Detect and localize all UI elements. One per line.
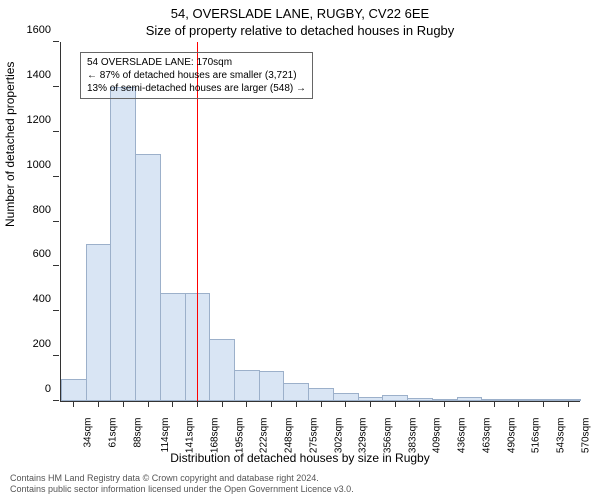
y-tick (53, 41, 59, 42)
y-tick-label: 1200 (27, 114, 51, 126)
y-tick (53, 86, 59, 87)
x-tick (444, 401, 445, 407)
y-tick (53, 131, 59, 132)
x-tick (469, 401, 470, 407)
x-tick (419, 401, 420, 407)
x-tick-label: 88sqm (132, 418, 143, 448)
footer-attribution: Contains HM Land Registry data © Crown c… (10, 473, 354, 496)
x-tick-label: 275sqm (308, 418, 319, 454)
histogram-bar (283, 383, 309, 401)
annotation-line1: 54 OVERSLADE LANE: 170sqm (87, 56, 306, 69)
x-tick (296, 401, 297, 407)
y-tick (53, 355, 59, 356)
chart-title-sub: Size of property relative to detached ho… (0, 21, 600, 38)
x-tick (271, 401, 272, 407)
x-tick-label: 248sqm (283, 418, 294, 454)
x-tick-label: 141sqm (184, 418, 195, 454)
y-tick (53, 310, 59, 311)
annotation-box: 54 OVERSLADE LANE: 170sqm ← 87% of detac… (80, 52, 313, 99)
y-tick-label: 1000 (27, 159, 51, 171)
histogram-bar (110, 87, 136, 401)
x-tick-label: 463sqm (481, 418, 492, 454)
x-tick-label: 570sqm (580, 418, 591, 454)
y-tick (53, 400, 59, 401)
x-tick-label: 356sqm (382, 418, 393, 454)
x-tick (370, 401, 371, 407)
y-tick-label: 200 (33, 338, 51, 350)
x-tick (222, 401, 223, 407)
y-tick-label: 400 (33, 293, 51, 305)
x-tick-label: 516sqm (530, 418, 541, 454)
y-axis-label: Number of detached properties (3, 62, 17, 227)
x-tick (98, 401, 99, 407)
x-tick (395, 401, 396, 407)
x-tick (568, 401, 569, 407)
x-tick-label: 490sqm (506, 418, 517, 454)
x-tick (123, 401, 124, 407)
y-tick (53, 176, 59, 177)
y-tick (53, 265, 59, 266)
histogram-bar (61, 379, 87, 401)
x-tick (518, 401, 519, 407)
x-tick (246, 401, 247, 407)
x-tick (73, 401, 74, 407)
y-tick-label: 1600 (27, 24, 51, 36)
x-tick-label: 329sqm (357, 418, 368, 454)
footer-line1: Contains HM Land Registry data © Crown c… (10, 473, 354, 485)
x-tick (543, 401, 544, 407)
annotation-line3: 13% of semi-detached houses are larger (… (87, 82, 306, 95)
x-tick-label: 61sqm (108, 418, 119, 448)
y-tick-label: 800 (33, 204, 51, 216)
x-tick-label: 168sqm (209, 418, 220, 454)
chart-title-main: 54, OVERSLADE LANE, RUGBY, CV22 6EE (0, 0, 600, 21)
x-tick (345, 401, 346, 407)
x-axis-label: Distribution of detached houses by size … (0, 451, 600, 465)
y-tick-label: 1400 (27, 69, 51, 81)
footer-line2: Contains public sector information licen… (10, 484, 354, 496)
x-tick-label: 409sqm (432, 418, 443, 454)
y-tick-label: 0 (45, 383, 51, 395)
x-tick (321, 401, 322, 407)
x-tick (148, 401, 149, 407)
y-tick-label: 600 (33, 248, 51, 260)
x-tick (172, 401, 173, 407)
x-tick-label: 543sqm (555, 418, 566, 454)
x-tick-label: 34sqm (83, 418, 94, 448)
histogram-bar (209, 339, 235, 401)
x-tick-label: 302sqm (333, 418, 344, 454)
histogram-bar (135, 154, 161, 401)
x-tick-label: 383sqm (407, 418, 418, 454)
x-tick (197, 401, 198, 407)
x-tick-label: 195sqm (234, 418, 245, 454)
x-tick (494, 401, 495, 407)
annotation-line2: ← 87% of detached houses are smaller (3,… (87, 69, 306, 82)
histogram-bar (234, 370, 260, 401)
histogram-bar (259, 371, 285, 401)
histogram-bar (86, 244, 112, 401)
histogram-bar (160, 293, 186, 401)
x-tick-label: 222sqm (259, 418, 270, 454)
x-tick-label: 436sqm (456, 418, 467, 454)
x-tick-label: 114sqm (159, 418, 170, 453)
histogram-bar (308, 388, 334, 401)
histogram-bar (333, 393, 359, 401)
y-tick (53, 221, 59, 222)
